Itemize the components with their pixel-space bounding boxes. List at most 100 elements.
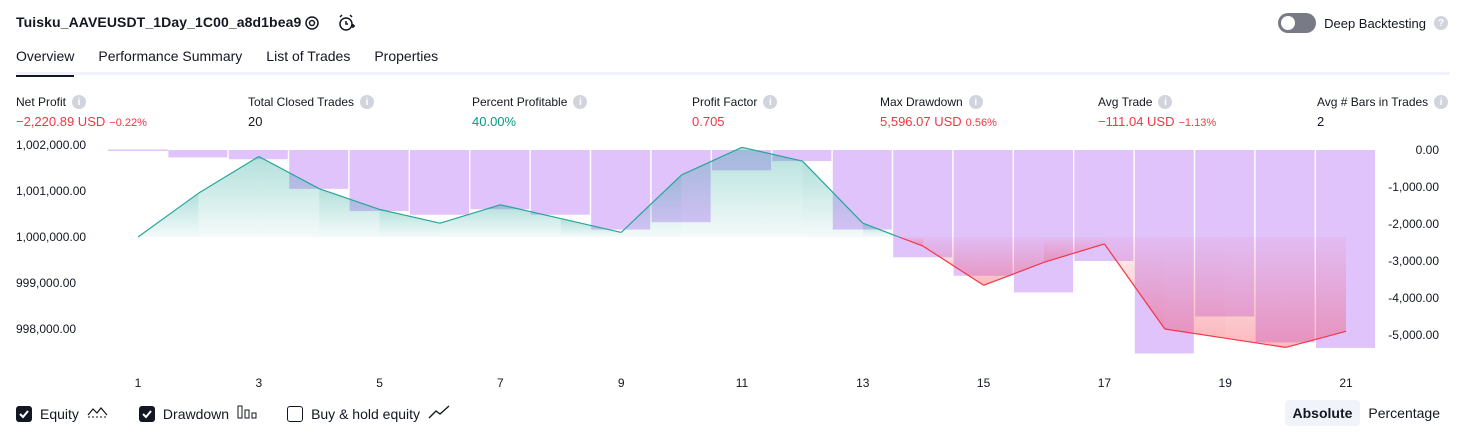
left-tick-label: 1,001,000.00 (16, 184, 86, 198)
trend-line-icon (428, 405, 450, 422)
x-tick-label: 15 (977, 376, 991, 390)
legend-equity[interactable]: Equity (16, 405, 109, 422)
absolute-button[interactable]: Absolute (1284, 400, 1361, 426)
strategy-title: Tuisku_AAVEUSDT_1Day_1C00_a8d1bea9 (16, 14, 302, 30)
drawdown-bar (772, 150, 832, 162)
legend-drawdown[interactable]: Drawdown (138, 404, 257, 423)
equity-line-segment (801, 160, 864, 224)
tab-overview[interactable]: Overview (16, 48, 75, 77)
tab-list-of-trades[interactable]: List of Trades (266, 48, 351, 64)
equity-area-segment (802, 161, 863, 237)
equity-line-segment (379, 208, 441, 224)
metric-percent-profitable: Percent Profitable i 40.00% (472, 95, 588, 129)
info-icon[interactable]: i (360, 95, 375, 109)
info-icon[interactable]: i (573, 95, 588, 109)
metric-total-closed-trades: Total Closed Trades i 20 (248, 95, 375, 129)
tab-divider (16, 72, 1450, 75)
equity-line-segment (681, 146, 743, 176)
metric-net-profit: Net Profit i −2,220.89 USD −0.22% (16, 95, 147, 129)
help-icon[interactable]: ? (1434, 16, 1448, 30)
metric-label: Percent Profitable (472, 95, 568, 109)
equity-checkbox[interactable] (16, 405, 32, 422)
equity-area-segment (1225, 237, 1286, 348)
info-icon[interactable]: i (1434, 95, 1449, 109)
equity-area-segment (742, 147, 803, 237)
drawdown-checkbox[interactable] (138, 405, 155, 422)
metric-max-drawdown: Max Drawdown i 5,596.07 USD 0.56% (880, 95, 997, 129)
equity-line-segment (862, 222, 900, 238)
equity-area-segment (500, 204, 561, 237)
info-icon[interactable]: i (968, 95, 983, 109)
settings-gear-icon[interactable] (302, 13, 322, 33)
metric-percent: −0.22% (109, 117, 147, 129)
left-tick-label: 1,000,000.00 (16, 230, 86, 244)
equity-line-segment (1164, 328, 1226, 339)
deep-backtesting-control: Deep Backtesting ? (1278, 13, 1448, 33)
percentage-button[interactable]: Percentage (1368, 405, 1440, 421)
x-tick-label: 9 (618, 376, 625, 390)
drawdown-bar (470, 150, 530, 210)
equity-line-segment (922, 245, 984, 286)
x-tick-label: 5 (376, 376, 383, 390)
equity-line-segment (560, 218, 622, 233)
x-tick-label: 21 (1339, 376, 1353, 390)
equity-line-segment (319, 188, 380, 210)
equity-line-segment (898, 236, 924, 247)
tab-properties[interactable]: Properties (374, 48, 439, 64)
info-icon[interactable]: i (763, 95, 778, 109)
equity-line-segment (983, 261, 1045, 286)
equity-area-segment (1285, 237, 1346, 348)
x-axis: 1 3 5 7 9 11 13 15 17 19 21 (135, 376, 1353, 390)
toggle-knob (1281, 16, 1296, 30)
info-icon[interactable]: i (72, 95, 87, 109)
equity-line-segment (741, 146, 803, 162)
right-axis: 0.00 -1,000.00 -2,000.00 -3,000.00 -4,000.00… (1388, 143, 1439, 342)
metric-label: Avg Trade (1098, 95, 1153, 109)
equity-line (137, 146, 1347, 348)
x-tick-label: 7 (497, 376, 504, 390)
equity-area (138, 147, 1346, 348)
equity-line-segment (198, 155, 260, 194)
deep-backtesting-toggle[interactable] (1278, 13, 1317, 33)
equity-line-segment (620, 174, 683, 233)
right-tick-label: -4,000.00 (1388, 291, 1439, 305)
equity-line-segment (500, 204, 561, 220)
legend-buy-hold[interactable]: Buy & hold equity (287, 405, 450, 422)
legend-label: Drawdown (162, 405, 230, 422)
info-icon[interactable]: i (1158, 95, 1173, 109)
add-alert-icon[interactable] (336, 13, 356, 33)
right-tick-label: -2,000.00 (1388, 217, 1439, 231)
legend-label: Buy & hold equity (311, 405, 421, 422)
metric-value: 0.705 (692, 114, 725, 129)
deep-backtesting-label: Deep Backtesting (1324, 15, 1426, 31)
metric-label: Max Drawdown (880, 95, 963, 109)
equity-line-segment (258, 155, 320, 190)
drawdown-bars (108, 149, 1375, 354)
buy-hold-checkbox[interactable] (287, 405, 304, 422)
equity-line-segment (1225, 337, 1286, 348)
equity-area-segment (198, 156, 259, 237)
metric-label: Total Closed Trades (248, 95, 355, 109)
x-tick-label: 13 (856, 376, 870, 390)
right-tick-label: 0.00 (1416, 143, 1440, 157)
equity-area-segment (681, 147, 742, 237)
x-tick-label: 11 (736, 376, 749, 390)
x-tick-label: 17 (1098, 376, 1112, 390)
metric-value: 5,596.07 USD (880, 114, 962, 129)
equity-line-segment (1103, 243, 1166, 330)
metric-value: −111.04 USD (1098, 114, 1175, 129)
left-tick-label: 998,000.00 (16, 322, 76, 336)
metric-value: 40.00% (472, 114, 517, 129)
equity-area-segment (258, 156, 320, 237)
tab-performance-summary[interactable]: Performance Summary (98, 48, 243, 64)
metric-avg-bars: Avg # Bars in Trades i 2 (1317, 95, 1449, 129)
scale-mode-toggle: Absolute Percentage (1284, 400, 1449, 426)
x-tick-label: 1 (135, 376, 142, 390)
metric-percent: −1.13% (1178, 117, 1217, 129)
right-tick-label: -3,000.00 (1388, 254, 1439, 268)
equity-area-segment (379, 209, 440, 237)
metric-label: Net Profit (16, 95, 67, 109)
equity-drawdown-chart: 1,002,000.00 1,001,000.00 1,000,000.00 999,… (16, 138, 1439, 390)
drawdown-bar (228, 150, 288, 160)
metric-value: −2,220.89 USD (16, 114, 106, 129)
